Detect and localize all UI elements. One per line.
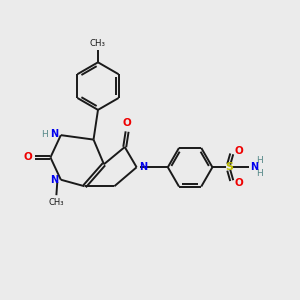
- Text: S: S: [225, 162, 233, 172]
- Text: CH₃: CH₃: [90, 39, 106, 48]
- Text: CH₃: CH₃: [49, 198, 64, 207]
- Text: O: O: [123, 118, 131, 128]
- Text: N: N: [50, 129, 58, 139]
- Text: N: N: [140, 162, 148, 172]
- Text: O: O: [234, 178, 243, 188]
- Text: O: O: [234, 146, 243, 156]
- Text: N: N: [50, 175, 58, 185]
- Text: H: H: [256, 169, 263, 178]
- Text: H: H: [42, 130, 48, 139]
- Text: H: H: [256, 156, 263, 165]
- Text: O: O: [23, 152, 32, 162]
- Text: N: N: [250, 162, 258, 172]
